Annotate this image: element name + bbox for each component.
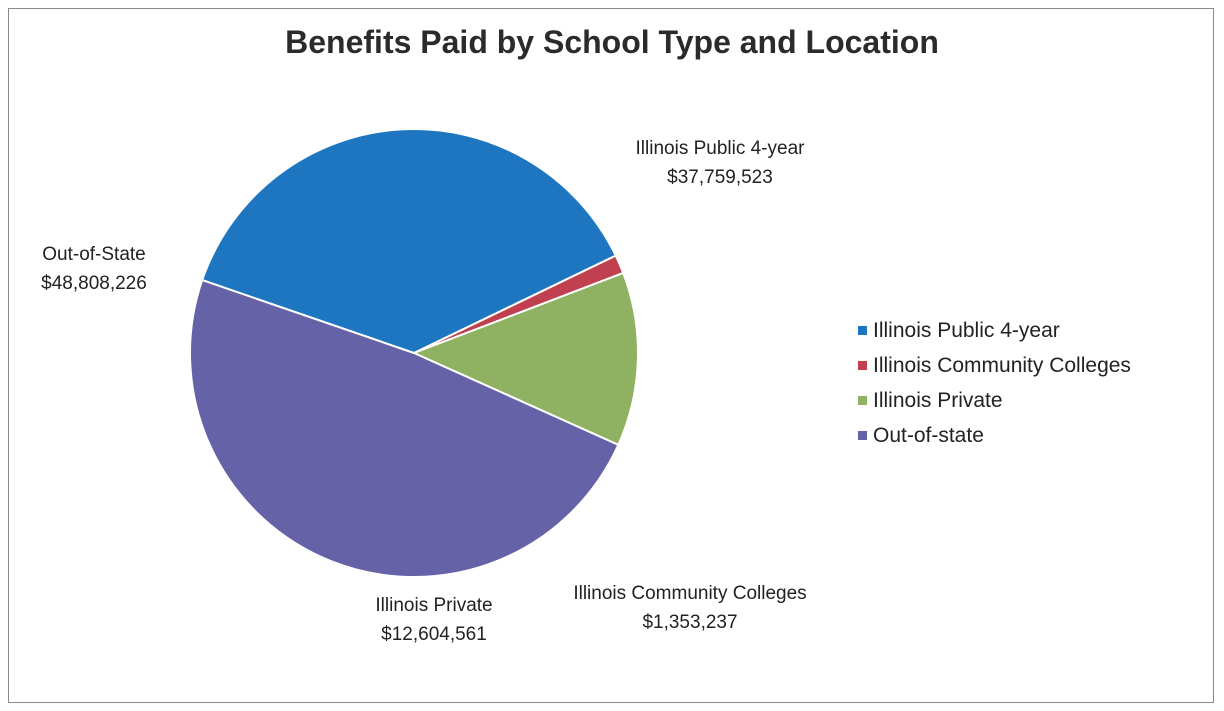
label-community-name: Illinois Community Colleges [573,583,806,604]
legend-swatch-community [858,361,867,370]
legend-label-out-of-state: Out-of-state [873,423,984,447]
legend: Illinois Public 4-year Illinois Communit… [858,313,1131,453]
label-private-name: Illinois Private [375,595,492,616]
legend-item-private: Illinois Private [858,383,1131,418]
label-out-of-state-name: Out-of-State [42,244,146,265]
chart-title: Benefits Paid by School Type and Locatio… [285,24,939,60]
legend-item-out-of-state: Out-of-state [858,418,1131,453]
pie-slices [188,128,639,578]
legend-item-community: Illinois Community Colleges [858,348,1131,383]
slice-private [411,271,639,447]
legend-label-community: Illinois Community Colleges [873,353,1131,377]
label-public-4yr-value: $37,759,523 [667,167,773,188]
label-community-value: $1,353,237 [642,612,737,633]
label-private-value: $12,604,561 [381,624,487,645]
legend-item-public-4yr: Illinois Public 4-year [858,313,1131,348]
legend-swatch-private [858,396,867,405]
legend-swatch-out-of-state [858,431,867,440]
legend-swatch-public-4yr [858,326,867,335]
label-public-4yr-name: Illinois Public 4-year [636,138,806,159]
label-out-of-state-value: $48,808,226 [41,273,147,294]
legend-label-private: Illinois Private [873,388,1003,412]
slice-out-of-state [188,278,620,578]
slice-public-4yr [200,128,618,355]
legend-label-public-4yr: Illinois Public 4-year [873,318,1060,342]
